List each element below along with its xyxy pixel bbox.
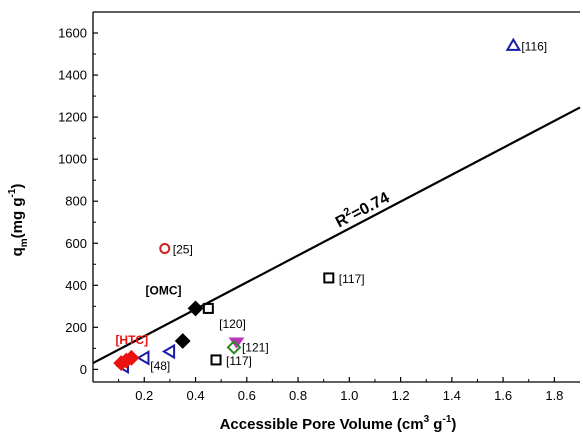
point-triangle-up <box>505 37 522 51</box>
y-tick-label: 1000 <box>58 152 87 167</box>
y-tick-label: 1600 <box>58 26 87 41</box>
fit-r2-label: R2=0.74 <box>332 187 393 232</box>
x-tick-label: 1.6 <box>494 388 512 403</box>
x-tick-label: 0.2 <box>135 388 153 403</box>
point-square <box>202 302 214 314</box>
point-diamond <box>174 333 191 349</box>
y-tick-label: 800 <box>65 194 87 209</box>
y-tick-label: 1200 <box>58 110 87 125</box>
point-label: [HTC] <box>115 333 148 347</box>
point-label: [117] <box>339 272 365 286</box>
x-axis-title: Accessible Pore Volume (cm3 g-1) <box>220 414 457 433</box>
x-tick-label: 0.6 <box>238 388 256 403</box>
point-label: [48] <box>150 359 170 373</box>
y-axis-ticks: 0 200 400 600 800 1000 1200 1400 1600 <box>58 11 98 377</box>
y-tick-label: 600 <box>65 236 87 251</box>
point-diamond <box>226 339 242 355</box>
point-label: [25] <box>173 243 193 257</box>
y-tick-label: 1400 <box>58 68 87 83</box>
point-diamond <box>123 349 140 366</box>
point-label: [116] <box>521 40 547 54</box>
point-square <box>323 272 335 284</box>
fit-line <box>92 106 581 365</box>
point-label: [OMC] <box>146 283 182 297</box>
x-tick-label: 0.4 <box>186 388 204 403</box>
x-tick-label: 1.0 <box>340 388 358 403</box>
y-axis-title: qm(mg g-1) <box>7 184 30 257</box>
fit-line-group: R2=0.74 <box>92 106 581 365</box>
plot-frame <box>92 11 580 383</box>
y-tick-label: 0 <box>80 362 87 377</box>
x-tick-label: 1.2 <box>392 388 410 403</box>
point-square <box>210 354 222 366</box>
x-tick-label: 1.4 <box>443 388 461 403</box>
point-triangle-left <box>136 350 150 366</box>
x-tick-label: 1.8 <box>545 388 563 403</box>
x-tick-label: 0.8 <box>289 388 307 403</box>
point-triangle-left <box>161 343 176 360</box>
x-axis-ticks: 0.2 0.4 0.6 0.8 1.0 1.2 1.4 1.6 1.8 <box>118 377 563 403</box>
point-label: [121] <box>242 340 269 354</box>
y-tick-label: 400 <box>65 278 87 293</box>
point-label: [120] <box>219 317 246 331</box>
point-label: [117] <box>226 354 252 368</box>
y-tick-label: 200 <box>65 320 87 335</box>
point-circle <box>159 243 171 255</box>
data-points: [116] [117] [117] [25] [120] [121] [OMC] [48][H… <box>113 37 547 374</box>
point-diamond <box>187 300 204 317</box>
